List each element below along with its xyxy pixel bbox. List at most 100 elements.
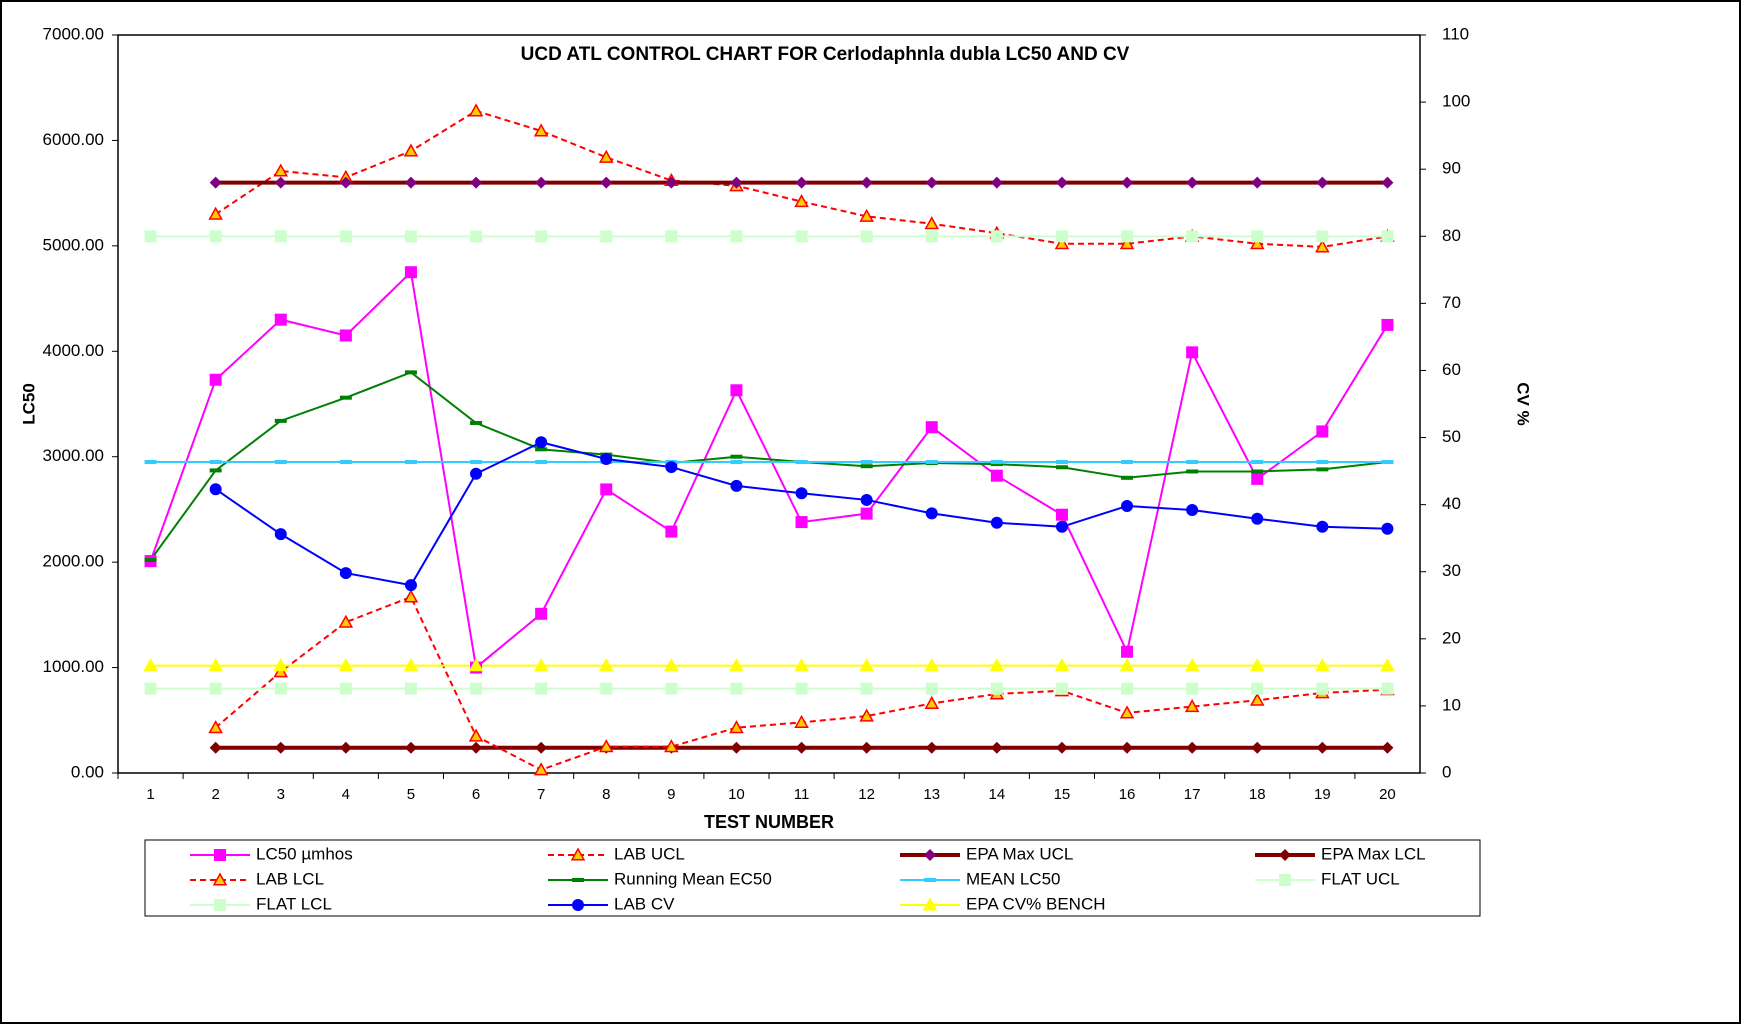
marker <box>572 899 584 911</box>
marker <box>1316 176 1329 189</box>
marker <box>535 459 548 464</box>
marker <box>730 682 743 695</box>
marker <box>1380 658 1395 672</box>
marker <box>1121 682 1134 695</box>
marker <box>144 459 157 464</box>
marker <box>598 739 614 753</box>
marker <box>1316 459 1329 464</box>
marker <box>664 739 679 753</box>
marker <box>1315 658 1330 672</box>
marker <box>598 149 614 163</box>
marker <box>1251 459 1264 464</box>
marker <box>1316 425 1329 438</box>
marker <box>1121 176 1134 189</box>
marker <box>600 453 613 466</box>
marker <box>570 847 586 861</box>
legend-label: Running Mean EC50 <box>614 869 772 888</box>
marker <box>665 461 678 474</box>
x-tick-label: 4 <box>342 786 350 803</box>
marker <box>403 589 419 603</box>
marker <box>729 658 744 672</box>
marker <box>990 741 1003 754</box>
marker <box>339 459 352 464</box>
legend-label: FLAT LCL <box>256 894 332 913</box>
marker <box>535 447 548 452</box>
marker <box>212 872 228 886</box>
marker <box>470 176 483 189</box>
marker <box>924 695 940 709</box>
marker <box>1121 230 1134 243</box>
marker <box>730 454 743 459</box>
x-tick-label: 2 <box>211 786 219 803</box>
marker <box>209 468 222 473</box>
marker <box>1054 236 1070 250</box>
legend-label: EPA CV% BENCH <box>966 894 1106 913</box>
legend-label: FLAT UCL <box>1321 869 1400 888</box>
marker <box>1186 176 1199 189</box>
marker <box>209 741 222 754</box>
legend-box <box>144 839 1481 917</box>
marker <box>990 462 1003 467</box>
y2-tick-label: 20 <box>1442 628 1461 647</box>
marker <box>1251 469 1264 474</box>
marker <box>339 329 352 342</box>
y-tick-label: 0.00 <box>71 762 104 781</box>
marker <box>665 525 678 538</box>
marker <box>339 567 352 580</box>
y-tick-label: 3000.00 <box>43 446 104 465</box>
marker <box>665 176 678 189</box>
marker <box>404 459 417 464</box>
x-tick-label: 14 <box>989 786 1006 803</box>
marker <box>730 176 743 189</box>
marker <box>1251 512 1264 525</box>
marker <box>1119 658 1135 672</box>
marker <box>533 123 549 137</box>
marker <box>795 176 808 189</box>
marker <box>338 658 354 672</box>
marker <box>1121 741 1134 754</box>
marker <box>794 714 809 728</box>
marker <box>404 579 417 592</box>
y2-tick-label: 100 <box>1442 92 1470 111</box>
marker <box>338 614 354 628</box>
marker <box>922 897 938 911</box>
marker <box>989 658 1005 672</box>
marker <box>925 682 938 695</box>
y2-tick-label: 70 <box>1442 293 1461 312</box>
x-tick-label: 1 <box>146 786 154 803</box>
marker <box>729 720 744 734</box>
marker <box>860 230 873 243</box>
marker <box>794 658 809 672</box>
marker <box>860 682 873 695</box>
y2-axis-label: CV % <box>1514 382 1533 425</box>
marker <box>404 682 417 695</box>
marker <box>1119 236 1135 250</box>
marker <box>572 878 584 882</box>
marker <box>1279 849 1291 861</box>
marker <box>1279 874 1291 886</box>
marker <box>1119 705 1135 719</box>
marker <box>860 464 873 469</box>
marker <box>1381 459 1394 464</box>
marker <box>274 741 287 754</box>
marker <box>1186 741 1199 754</box>
y2-tick-label: 0 <box>1442 762 1451 781</box>
marker <box>925 421 938 434</box>
marker <box>1249 236 1265 250</box>
marker <box>860 507 873 520</box>
y-tick-label: 6000.00 <box>43 130 104 149</box>
x-tick-label: 10 <box>728 786 745 803</box>
plot-area <box>117 34 1421 774</box>
marker <box>925 230 938 243</box>
marker <box>1251 682 1264 695</box>
marker <box>274 682 287 695</box>
marker <box>990 682 1003 695</box>
x-tick-label: 7 <box>537 786 545 803</box>
marker <box>730 230 743 243</box>
marker <box>1186 469 1199 474</box>
marker <box>1251 230 1264 243</box>
marker <box>470 230 483 243</box>
marker <box>1055 176 1068 189</box>
marker <box>208 206 223 220</box>
